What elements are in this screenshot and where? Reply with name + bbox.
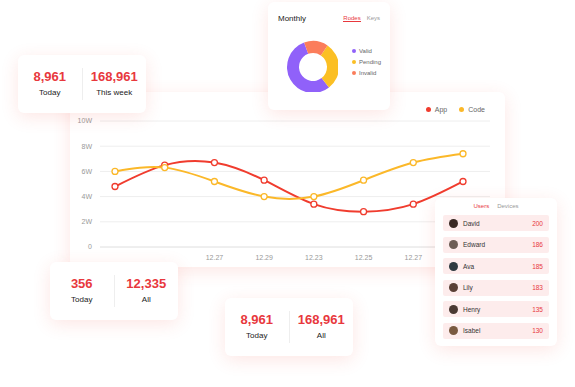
html-text:Henry: Henry xyxy=(463,305,481,313)
svg-text:10W: 10W xyxy=(78,117,93,124)
html-text:8,961: 8,961 xyxy=(33,69,66,84)
svg-text:4W: 4W xyxy=(82,193,93,200)
html-text:Valid: Valid xyxy=(359,47,372,54)
svg-text:2W: 2W xyxy=(82,218,93,225)
svg-text:12.23: 12.23 xyxy=(305,254,323,261)
html-text:Users: Users xyxy=(473,203,490,209)
html-text:David: David xyxy=(463,219,480,227)
html-text:168,961: 168,961 xyxy=(297,312,345,327)
html-text:Isabel: Isabel xyxy=(463,327,481,334)
html-text:This week: This week xyxy=(96,88,133,97)
html-text:130: 130 xyxy=(532,327,543,334)
html-text:Rodes: Rodes xyxy=(343,15,361,21)
html-text:135: 135 xyxy=(532,305,543,313)
html-text:Edward: Edward xyxy=(463,241,485,248)
svg-text:8W: 8W xyxy=(82,143,93,150)
html-text:168,961: 168,961 xyxy=(90,69,138,84)
html-text:Today: Today xyxy=(39,88,61,97)
svg-text:12.27: 12.27 xyxy=(405,254,423,261)
html-text:356: 356 xyxy=(70,276,93,291)
html-text:Monthly: Monthly xyxy=(278,14,306,23)
html-text:Invalid: Invalid xyxy=(359,69,377,76)
svg-text:6W: 6W xyxy=(82,168,93,175)
html-text:All: All xyxy=(141,295,151,304)
html-text:8,961: 8,961 xyxy=(240,312,273,327)
html-text:Lily: Lily xyxy=(463,284,473,291)
html-text:186: 186 xyxy=(532,241,543,248)
html-text:Ava: Ava xyxy=(463,262,475,270)
svg-text:0: 0 xyxy=(88,243,92,250)
html-text:Keys: Keys xyxy=(366,15,380,21)
html-text:200: 200 xyxy=(532,219,543,227)
html-text:Today: Today xyxy=(71,295,93,304)
html-text:App: App xyxy=(434,106,448,113)
html-text:Pending: Pending xyxy=(359,58,381,65)
html-text:Code: Code xyxy=(468,106,485,113)
svg-text:12.27: 12.27 xyxy=(206,254,224,261)
html-text:185: 185 xyxy=(532,262,543,270)
html-text:183: 183 xyxy=(532,284,543,291)
html-text:12,335: 12,335 xyxy=(126,276,167,291)
svg-text:12.25: 12.25 xyxy=(355,254,373,261)
html-text:Today: Today xyxy=(246,331,268,340)
html-text:Devices: Devices xyxy=(497,203,519,209)
html-text:All: All xyxy=(316,331,326,340)
svg-text:12.29: 12.29 xyxy=(255,254,273,261)
